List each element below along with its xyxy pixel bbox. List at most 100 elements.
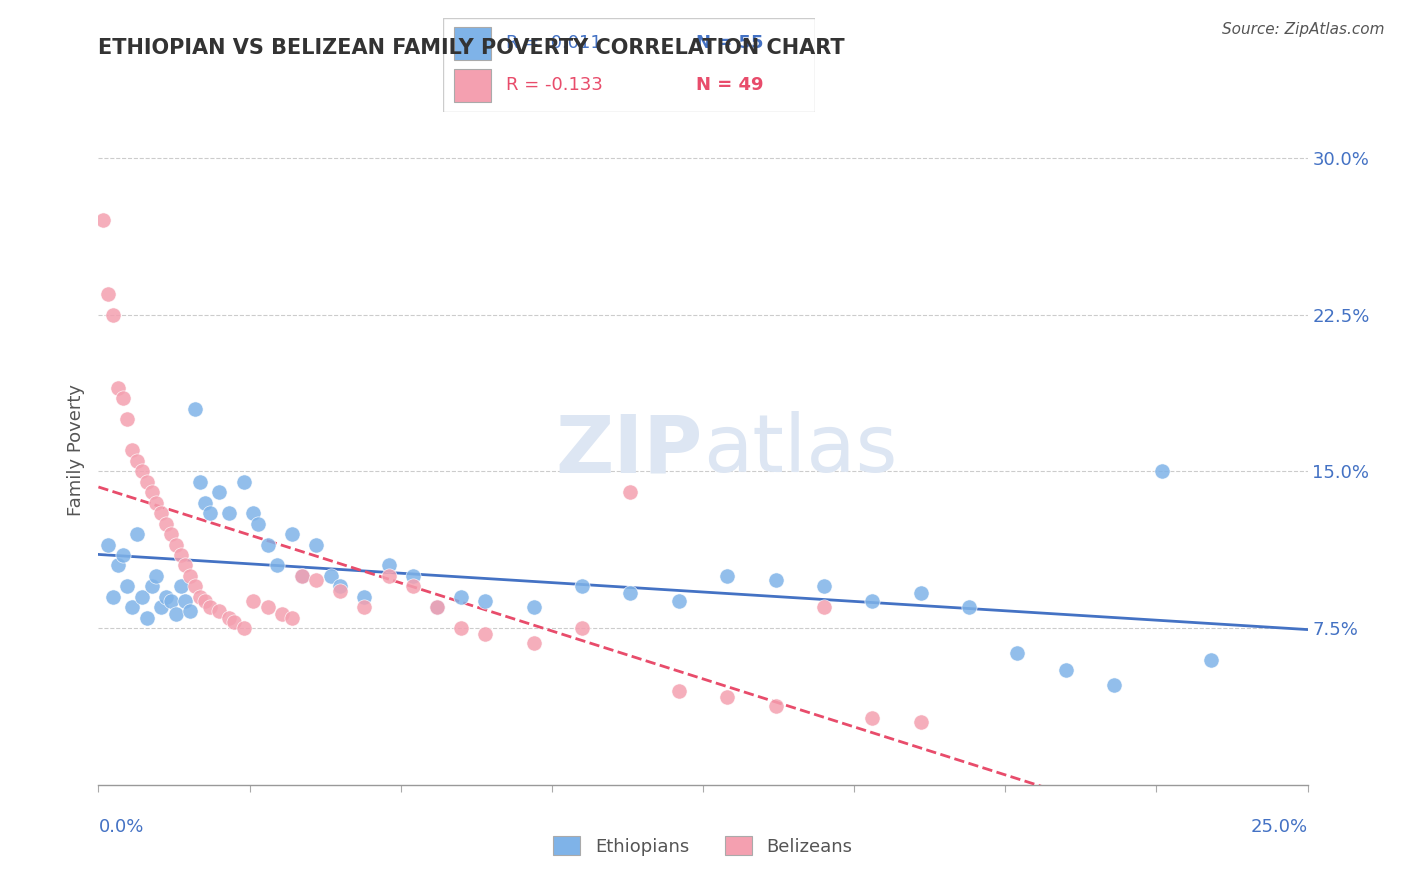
Point xyxy=(329,579,352,593)
Point xyxy=(1054,663,1077,677)
Point xyxy=(474,594,496,608)
Point xyxy=(910,585,932,599)
Point xyxy=(290,569,312,583)
Point xyxy=(765,698,787,713)
Point xyxy=(208,604,231,618)
Point xyxy=(281,611,304,625)
Legend: Ethiopians, Belizeans: Ethiopians, Belizeans xyxy=(546,829,860,863)
Point xyxy=(377,569,399,583)
Point xyxy=(127,454,149,468)
Point xyxy=(169,548,191,562)
Point xyxy=(141,579,163,593)
Point xyxy=(145,569,167,583)
Point xyxy=(141,485,163,500)
Point xyxy=(121,443,143,458)
Point xyxy=(135,611,157,625)
Point xyxy=(218,611,240,625)
Text: R = -0.133: R = -0.133 xyxy=(506,77,603,95)
Text: ETHIOPIAN VS BELIZEAN FAMILY POVERTY CORRELATION CHART: ETHIOPIAN VS BELIZEAN FAMILY POVERTY COR… xyxy=(98,38,845,58)
Point xyxy=(242,594,264,608)
Point xyxy=(194,594,217,608)
Point xyxy=(860,594,883,608)
Text: ZIP: ZIP xyxy=(555,411,703,490)
Point xyxy=(150,506,173,520)
Point xyxy=(155,590,177,604)
Point xyxy=(668,594,690,608)
Point xyxy=(198,506,221,520)
Point xyxy=(571,621,593,635)
Point xyxy=(155,516,177,531)
Point xyxy=(97,286,120,301)
Text: 25.0%: 25.0% xyxy=(1250,819,1308,837)
Point xyxy=(619,585,641,599)
Point xyxy=(1152,464,1174,478)
Point xyxy=(1007,646,1029,660)
Point xyxy=(256,600,278,615)
Point xyxy=(353,590,375,604)
Point xyxy=(450,621,472,635)
Point xyxy=(232,621,254,635)
Point xyxy=(765,573,787,587)
Point xyxy=(107,558,129,573)
Point xyxy=(169,579,191,593)
Point xyxy=(145,496,167,510)
Point xyxy=(101,308,124,322)
Point xyxy=(111,391,134,405)
Point xyxy=(179,604,201,618)
Point xyxy=(619,485,641,500)
FancyBboxPatch shape xyxy=(443,18,815,112)
Point xyxy=(281,527,304,541)
Point xyxy=(242,506,264,520)
Text: atlas: atlas xyxy=(703,411,897,490)
Text: Source: ZipAtlas.com: Source: ZipAtlas.com xyxy=(1222,22,1385,37)
Point xyxy=(474,627,496,641)
FancyBboxPatch shape xyxy=(454,70,491,103)
Point xyxy=(523,600,546,615)
Y-axis label: Family Poverty: Family Poverty xyxy=(66,384,84,516)
Point xyxy=(266,558,288,573)
Point xyxy=(523,636,546,650)
Point xyxy=(97,537,120,551)
Point xyxy=(135,475,157,489)
Point xyxy=(165,537,187,551)
Point xyxy=(377,558,399,573)
Point xyxy=(117,579,139,593)
Point xyxy=(218,506,240,520)
Point xyxy=(131,464,153,478)
Point xyxy=(160,594,183,608)
Point xyxy=(957,600,980,615)
Point xyxy=(813,600,835,615)
Point xyxy=(571,579,593,593)
Point xyxy=(305,573,328,587)
Point xyxy=(174,558,197,573)
Point xyxy=(131,590,153,604)
Point xyxy=(290,569,312,583)
Point xyxy=(184,579,207,593)
Point xyxy=(813,579,835,593)
Point xyxy=(450,590,472,604)
Point xyxy=(127,527,149,541)
Point xyxy=(194,496,217,510)
Text: 0.0%: 0.0% xyxy=(98,819,143,837)
Point xyxy=(716,569,738,583)
Point xyxy=(426,600,449,615)
Point xyxy=(256,537,278,551)
Point xyxy=(165,607,187,621)
Point xyxy=(174,594,197,608)
Text: N = 55: N = 55 xyxy=(696,34,763,52)
Point xyxy=(329,583,352,598)
Text: R =  0.011: R = 0.011 xyxy=(506,34,602,52)
Point xyxy=(101,590,124,604)
Point xyxy=(402,569,425,583)
Point xyxy=(247,516,270,531)
Point xyxy=(668,684,690,698)
Point xyxy=(111,548,134,562)
Point xyxy=(188,475,211,489)
Point xyxy=(1102,678,1125,692)
Point xyxy=(402,579,425,593)
Point xyxy=(232,475,254,489)
Point xyxy=(319,569,342,583)
Point xyxy=(121,600,143,615)
Point xyxy=(271,607,294,621)
Point xyxy=(305,537,328,551)
